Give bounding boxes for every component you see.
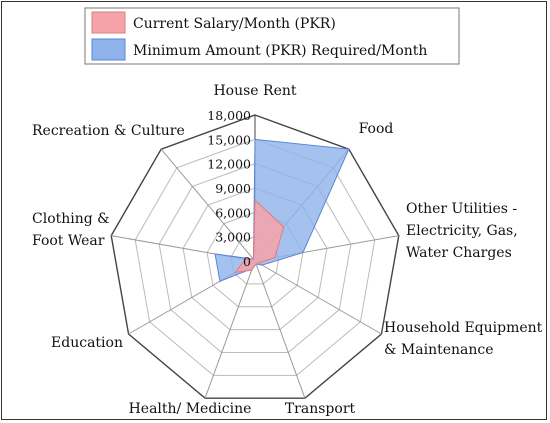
grid-ring-5 <box>134 138 376 376</box>
tick-labels: 0 3,000 6,000 9,000 12,000 15,000 18,000 <box>207 108 251 269</box>
category-labels: House Rent Food Other Utilities -Electrici… <box>32 83 543 417</box>
category-label-0: House Rent <box>213 83 296 99</box>
legend-box <box>84 7 460 65</box>
series-area-0 <box>234 199 285 274</box>
legend-swatch-current-salary <box>91 11 126 34</box>
category-label-1: Food <box>359 121 394 137</box>
tick-label-1: 3,000 <box>215 230 251 245</box>
legend-label-minimum-required: Minimum Amount (PKR) Required/Month <box>133 43 427 59</box>
spoke-4 <box>254 260 306 399</box>
tick-label-4: 12,000 <box>207 157 251 172</box>
spoke-3 <box>254 260 382 335</box>
series-layer <box>214 138 350 282</box>
tick-label-0: 0 <box>243 254 251 269</box>
legend-swatch-minimum-required <box>91 38 126 61</box>
tick-label-6: 18,000 <box>207 108 251 123</box>
category-label-8: Recreation & Culture <box>32 123 185 139</box>
legend: Current Salary/Month (PKR) Minimum Amoun… <box>84 7 460 65</box>
category-label-4: Transport <box>285 401 356 417</box>
legend-label-current-salary: Current Salary/Month (PKR) <box>133 16 336 32</box>
grid-ring-4 <box>158 163 352 353</box>
tick-label-3: 9,000 <box>215 181 251 196</box>
category-label-5: Health/ Medicine <box>129 401 252 417</box>
spoke-8 <box>160 148 256 262</box>
category-label-7: Clothing & Foot Wear <box>32 211 110 249</box>
grid-ring-6 <box>110 114 400 399</box>
category-label-2: Other Utilities -Electricity, Gas, Water … <box>406 201 518 261</box>
spoke-5 <box>204 260 256 399</box>
tick-label-5: 15,000 <box>207 132 251 147</box>
category-label-3: Household Equipment & Maintenance <box>384 320 543 358</box>
category-label-6: Education <box>51 335 123 351</box>
tick-label-2: 6,000 <box>215 205 251 220</box>
